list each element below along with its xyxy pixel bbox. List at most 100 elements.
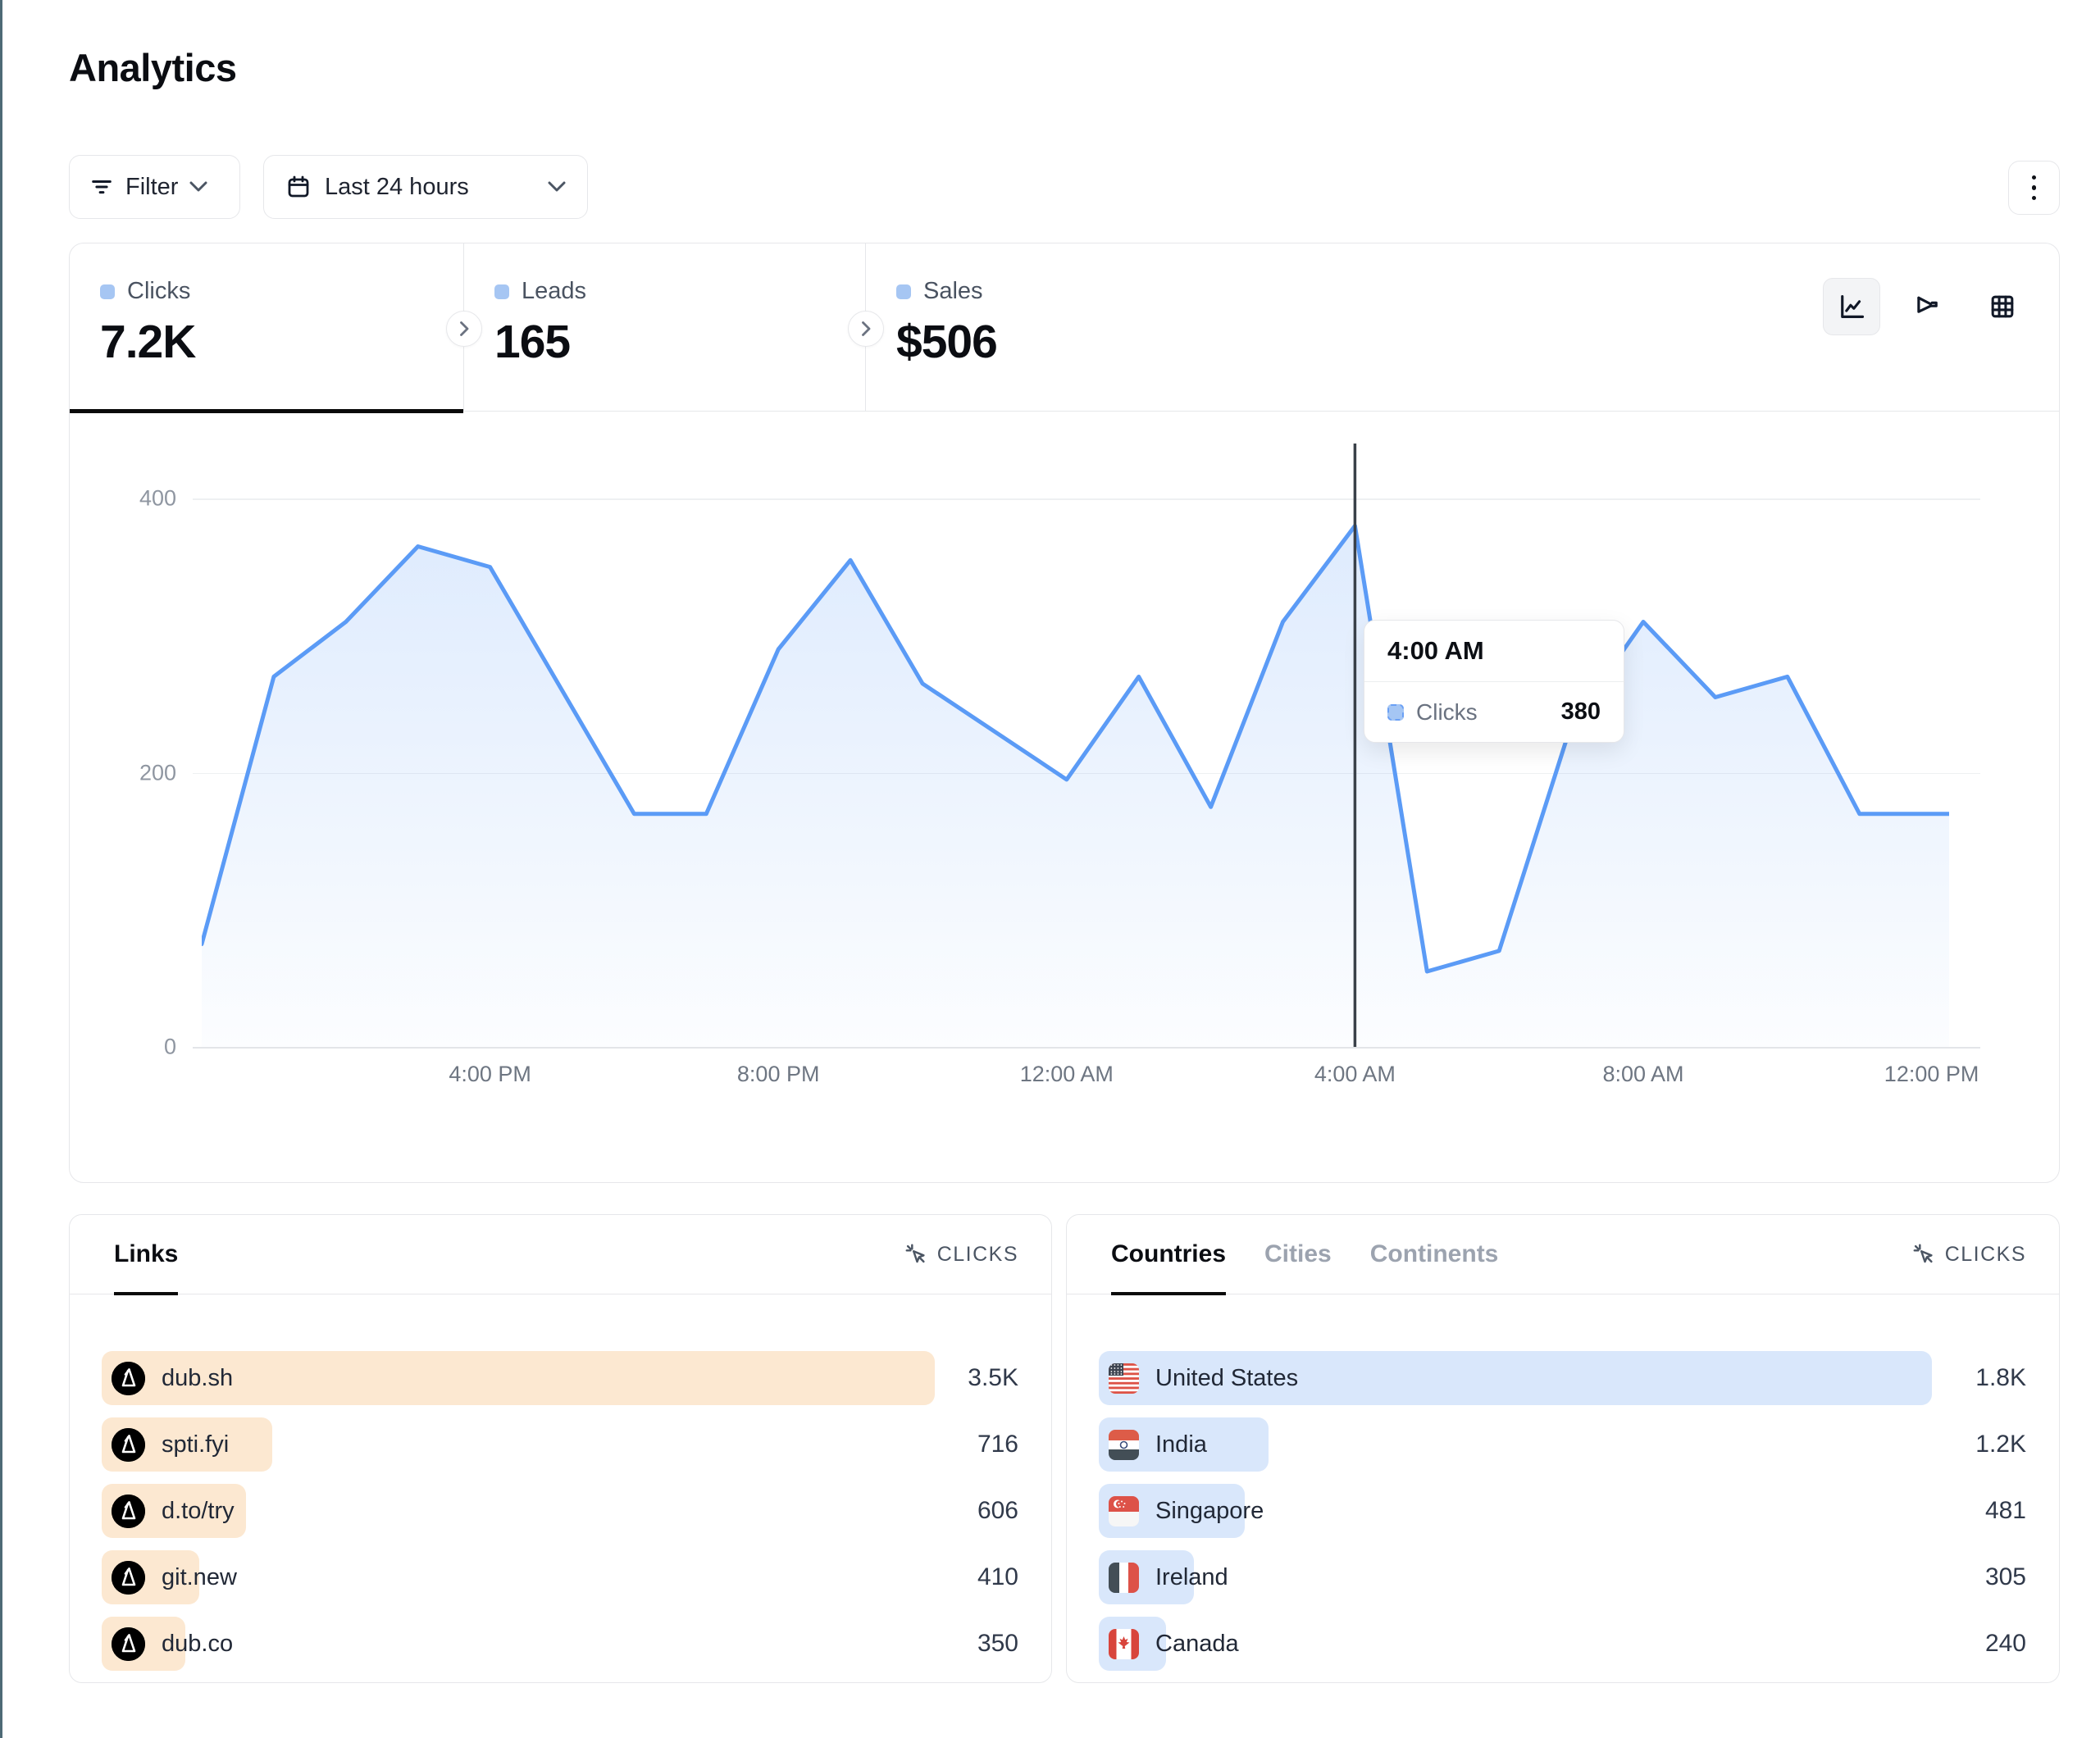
gridline-0 <box>193 1047 1980 1049</box>
links-panel: Links CLICKS dub.sh 3.5K spti.fyi 716 d.to… <box>69 1214 1052 1683</box>
date-range-label: Last 24 hours <box>325 173 469 200</box>
bar-row-content: dub.co <box>112 1617 233 1671</box>
us-flag-icon <box>1109 1363 1139 1394</box>
country-row[interactable]: Singapore 481 <box>1067 1484 2059 1538</box>
country-label: Ireland <box>1155 1563 1228 1590</box>
y-tick-label: 200 <box>139 760 176 785</box>
links-metric-selector[interactable]: CLICKS <box>904 1242 1018 1267</box>
tab-links[interactable]: Links <box>114 1215 179 1295</box>
bar-row-content: India <box>1109 1417 1207 1472</box>
country-row[interactable]: United States 1.8K <box>1067 1351 2059 1405</box>
chevron-right-icon <box>861 321 870 336</box>
filter-button[interactable]: Filter <box>69 155 240 219</box>
tooltip-value: 380 <box>1560 698 1601 725</box>
tab-cities[interactable]: Cities <box>1264 1240 1332 1267</box>
bar-row-content: git.new <box>112 1550 237 1604</box>
dub-logo-icon <box>112 1627 145 1661</box>
dub-logo-icon <box>112 1560 145 1595</box>
bar-row-content: Ireland <box>1109 1550 1228 1604</box>
calendar-icon <box>285 174 312 200</box>
date-range-button[interactable]: Last 24 hours <box>263 155 588 219</box>
link-row[interactable]: git.new 410 <box>70 1550 1051 1604</box>
leads-stat-value: 165 <box>494 316 571 368</box>
link-label: spti.fyi <box>162 1431 230 1458</box>
x-tick-label: 4:00 AM <box>1314 1062 1396 1086</box>
chevron-right-icon <box>459 321 468 336</box>
india-flag-icon <box>1109 1429 1139 1460</box>
bar-row-content: dub.sh <box>112 1351 233 1405</box>
filter-icon <box>89 175 114 199</box>
country-clicks-value: 1.8K <box>1975 1364 2026 1391</box>
clicks-line <box>202 523 1949 974</box>
chevron-down-icon <box>548 181 566 193</box>
bar-row-content: d.to/try <box>112 1484 235 1538</box>
locations-metric-selector[interactable]: CLICKS <box>1911 1242 2026 1267</box>
x-tick-label: 8:00 PM <box>736 1062 820 1086</box>
tab-countries[interactable]: Countries <box>1111 1215 1227 1295</box>
tab-leads[interactable]: Leads 165 <box>464 243 866 412</box>
tooltip-series-label: Clicks <box>1416 698 1478 725</box>
singapore-flag-icon <box>1109 1495 1139 1526</box>
cursor-click-icon <box>1913 1244 1933 1263</box>
country-clicks-value: 240 <box>1984 1630 2026 1657</box>
funnel-icon <box>1917 296 1938 313</box>
sales-stat-label: Sales <box>923 278 983 304</box>
link-row[interactable]: dub.sh 3.5K <box>70 1351 1051 1405</box>
sales-legend-swatch <box>896 284 911 299</box>
link-row[interactable]: d.to/try 606 <box>70 1484 1051 1538</box>
bar-fill <box>1099 1351 1932 1405</box>
country-label: Canada <box>1155 1630 1239 1657</box>
y-tick-label: 0 <box>163 1034 176 1059</box>
link-favicon <box>112 1494 145 1528</box>
bar-row-content: United States <box>1109 1351 1298 1405</box>
canada-flag-icon <box>1109 1628 1139 1659</box>
country-row[interactable]: Canada 240 <box>1067 1617 2059 1671</box>
filter-button-label: Filter <box>125 173 179 200</box>
tooltip-clicks-swatch <box>1387 703 1404 721</box>
locations-metric-label: CLICKS <box>1944 1242 2026 1266</box>
links-list: dub.sh 3.5K spti.fyi 716 d.to/try 606 git.n… <box>70 1351 1051 1683</box>
more-options-button[interactable] <box>2008 161 2060 215</box>
dub-logo-icon <box>112 1427 145 1462</box>
stats-header: Clicks 7.2K Leads 165 <box>70 243 2059 413</box>
tab-sales[interactable]: Sales $506 <box>866 243 1268 412</box>
country-clicks-value: 305 <box>1984 1563 2026 1590</box>
area-fill <box>202 525 1949 1047</box>
dub-logo-icon <box>112 1494 145 1528</box>
country-row[interactable]: India 1.2K <box>1067 1417 2059 1472</box>
link-clicks-value: 350 <box>977 1630 1018 1657</box>
bar-row-content: Canada <box>1109 1617 1239 1671</box>
chart-view-toggles <box>1823 278 2031 335</box>
tab-clicks[interactable]: Clicks 7.2K <box>70 243 464 413</box>
locations-panel: Countries Cities Continents CLICKS United … <box>1066 1214 2060 1683</box>
country-clicks-value: 481 <box>1984 1497 2026 1524</box>
country-row[interactable]: Ireland 305 <box>1067 1550 2059 1604</box>
chart-tooltip: 4:00 AM Clicks 380 <box>1364 620 1624 743</box>
x-tick-label: 12:00 AM <box>1019 1062 1114 1086</box>
analytics-chart-card: Clicks 7.2K Leads 165 <box>69 243 2060 1183</box>
link-label: d.to/try <box>162 1497 235 1524</box>
expand-leads-button[interactable] <box>446 311 482 347</box>
dub-logo-icon <box>112 1361 145 1395</box>
table-view-button[interactable] <box>1974 278 2031 335</box>
bar-row-content: Singapore <box>1109 1484 1264 1538</box>
link-label: dub.sh <box>162 1364 234 1391</box>
link-favicon <box>112 1361 145 1395</box>
clicks-area-chart[interactable]: 0 200 400 4:00 PM 8:00 PM 12:00 AM 4:00 AM 8:0… <box>70 412 2061 1182</box>
line-chart-view-button[interactable] <box>1823 278 1880 335</box>
country-label: United States <box>1155 1364 1299 1391</box>
clicks-series <box>202 444 1949 1047</box>
x-tick-label: 8:00 AM <box>1602 1062 1684 1086</box>
link-clicks-value: 3.5K <box>968 1364 1018 1391</box>
tab-continents[interactable]: Continents <box>1369 1240 1499 1267</box>
expand-sales-button[interactable] <box>848 311 884 347</box>
link-favicon <box>112 1427 145 1462</box>
bar-fill <box>102 1351 935 1405</box>
x-tick-label: 4:00 PM <box>449 1062 531 1086</box>
link-row[interactable]: dub.co 350 <box>70 1617 1051 1671</box>
link-row[interactable]: spti.fyi 716 <box>70 1417 1051 1472</box>
funnel-view-button[interactable] <box>1898 278 1956 335</box>
leads-legend-swatch <box>494 284 509 299</box>
x-tick-label: 12:00 PM <box>1884 1062 1979 1086</box>
link-clicks-value: 410 <box>977 1563 1018 1590</box>
